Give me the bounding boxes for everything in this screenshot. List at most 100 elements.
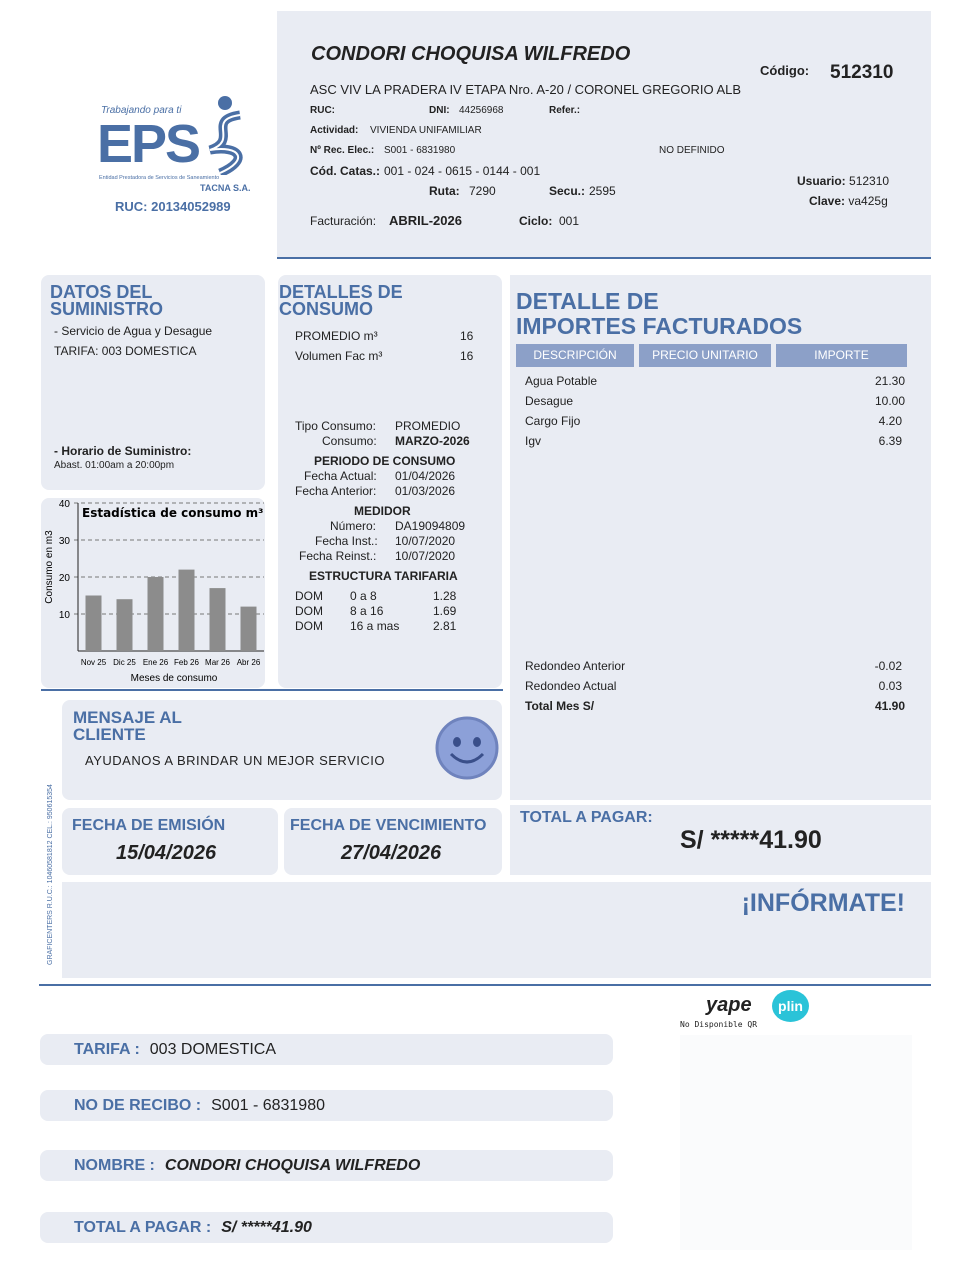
redondeo-anterior-value: -0.02 [874,659,902,673]
item-amount: 4.20 [878,414,902,428]
ruta-value: 7290 [469,184,496,198]
importes-title-2: IMPORTES FACTURADOS [516,313,803,339]
tarifa-price: 2.81 [433,619,457,633]
facturacion-value: ABRIL-2026 [389,213,462,228]
footer-value: S/ *****41.90 [221,1219,312,1236]
consumo-panel: DETALLES DE CONSUMO PROMEDIO m³ 16 Volume… [278,275,502,688]
consumo-title-2: CONSUMO [279,299,373,319]
footer-label: NOMBRE : [74,1157,155,1174]
tarifa-range: 16 a mas [350,619,400,633]
item-amount: 21.30 [874,374,905,388]
tarifa-price: 1.69 [433,604,457,618]
dni-value: 44256968 [459,105,504,116]
ruc-label: RUC: [310,105,335,116]
company-full-name: Entidad Prestadora de Servicios de Sanea… [99,175,220,181]
tarifa-range: 0 a 8 [350,589,377,603]
divider [277,257,931,259]
usuario-label: Usuario: [797,174,846,188]
suministro-title: DATOS DEL [50,282,153,302]
redondeo-actual-value: 0.03 [878,679,902,693]
column-header-descripcion: DESCRIPCIÓN [516,344,634,367]
x-tick-label: Dic 25 [113,658,136,667]
mensaje-text: AYUDANOS A BRINDAR UN MEJOR SERVICIO [85,753,385,768]
item-description: Cargo Fijo [525,414,581,428]
company-city: TACNA S.A. [200,183,251,193]
bar [85,595,102,651]
usuario-value: 512310 [849,174,890,188]
total-label: TOTAL A PAGAR: [520,809,653,826]
plin-logo: plin [772,990,809,1022]
informate-panel: ¡INFÓRMATE! [62,882,931,978]
address: ASC VIV LA PRADERA IV ETAPA Nro. A-20 / … [310,82,742,97]
fecha-anterior-value: 01/03/2026 [395,484,456,498]
footer-recibo: NO DE RECIBO : S001 - 6831980 [40,1090,613,1121]
total-mes-value: 41.90 [874,699,905,713]
fecha-reinst-label: Fecha Reinst.: [299,549,377,563]
catas-value: 001 - 024 - 0615 - 0144 - 001 [384,164,541,178]
codigo-value: 512310 [830,62,894,83]
footer-label: NO DE RECIBO : [74,1097,202,1114]
y-tick-label: 20 [59,573,71,584]
printer-credit: GRAFICENTERS R.U.C.: 10460581812 CEL.: 9… [47,784,54,965]
logo-text: EPS [97,114,201,174]
qr-placeholder [680,1035,912,1250]
estructura-title: ESTRUCTURA TARIFARIA [309,569,458,583]
tarifa-range: 8 a 16 [350,604,384,618]
servicio: - Servicio de Agua y Desague [54,324,213,338]
tarifa-cat: DOM [295,589,323,603]
x-axis-label: Meses de consumo [131,673,218,684]
total-panel: TOTAL A PAGAR: S/ *****41.90 [510,805,931,875]
mensaje-panel: MENSAJE AL CLIENTE AYUDANOS A BRINDAR UN … [62,700,502,800]
tarifa-cat: DOM [295,604,323,618]
footer-label: TOTAL A PAGAR : [74,1219,212,1236]
ciclo-label: Ciclo: [519,214,553,228]
importes-title: DETALLE DE [516,288,659,314]
numero-value: DA19094809 [395,519,466,533]
divider [39,984,931,986]
bar [209,588,226,651]
fecha-vencimiento-value: 27/04/2026 [341,842,442,864]
divider [41,689,503,691]
y-tick-label: 10 [59,610,71,621]
item-amount: 10.00 [874,394,905,408]
volumen-label: Volumen Fac m³ [295,349,383,363]
volumen-value: 16 [460,349,474,363]
informate-title: ¡INFÓRMATE! [741,889,905,917]
item-amount: 6.39 [878,434,902,448]
column-header-precio: PRECIO UNITARIO [639,344,771,367]
fecha-reinst-value: 10/07/2020 [395,549,456,563]
fecha-vencimiento-label: FECHA DE VENCIMIENTO [290,817,487,834]
tipo-label: Tipo Consumo: [295,419,376,433]
footer-value: CONDORI CHOQUISA WILFREDO [164,1157,421,1174]
x-tick-label: Ene 26 [143,658,169,667]
ruta-label: Ruta: [429,184,460,198]
consumo-label: Consumo: [322,434,377,448]
yape-logo: yape [706,994,752,1016]
bar [147,577,164,651]
chart-title: Estadística de consumo m³ [82,506,263,520]
fecha-inst-label: Fecha Inst.: [315,534,378,548]
qr-note: No Disponible QR [680,1020,758,1029]
consumption-chart: 10 20 30 40 Nov 25 Dic 25 Ene 26 Feb 26 Mar 26 Ab… [44,499,264,684]
y-axis-label: Consumo en m3 [44,530,55,604]
numero-label: Número: [330,519,377,533]
fecha-emision-panel: FECHA DE EMISIÓN 15/04/2026 [62,808,278,875]
consumo-title: DETALLES DE [279,282,403,302]
medidor-title: MEDIDOR [354,504,411,518]
item-description: Agua Potable [525,374,598,388]
suministro-title-2: SUMINISTRO [50,299,164,319]
horario-label: - Horario de Suministro: [54,444,192,458]
item-description: Desague [525,394,574,408]
bar [116,599,133,651]
fecha-emision-label: FECHA DE EMISIÓN [72,817,226,834]
footer-value: 003 DOMESTICA [149,1041,277,1058]
clave-label: Clave: [809,194,846,208]
total-mes-label: Total Mes S/ [525,699,595,713]
x-tick-label: Mar 26 [205,658,230,667]
redondeo-anterior-label: Redondeo Anterior [525,659,626,673]
dni-label: DNI: [429,105,450,116]
promedio-value: 16 [460,329,474,343]
actividad-value: VIVIENDA UNIFAMILIAR [370,125,482,136]
secu-value: 2595 [589,184,616,198]
bar [240,606,257,651]
